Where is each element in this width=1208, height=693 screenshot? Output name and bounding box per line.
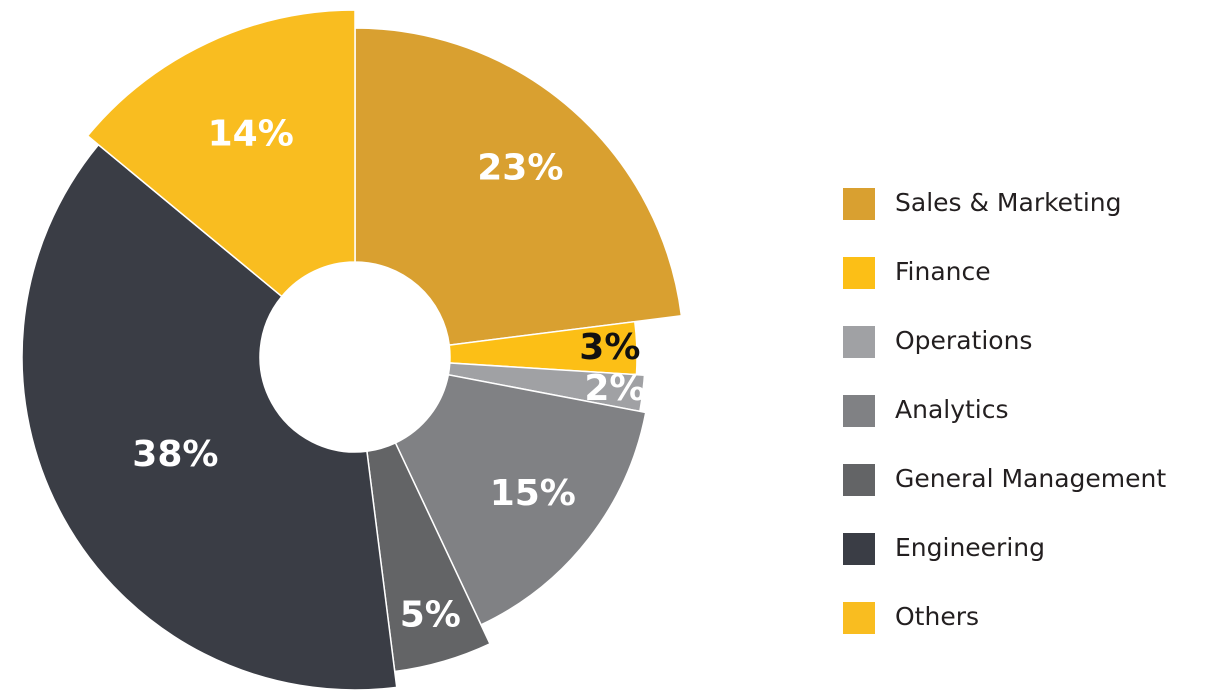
value-label: 23% [477,147,563,188]
legend-label: Engineering [895,533,1045,562]
legend-swatch [843,395,875,427]
slice [86,9,356,298]
slice [354,27,683,346]
value-label: 3% [579,327,640,368]
legend-swatch [843,188,875,220]
legend-label: Others [895,602,979,631]
value-label: 5% [400,594,461,635]
value-label: 15% [490,473,576,514]
slice [21,143,398,691]
legend-swatch [843,326,875,358]
legend-label: Sales & Marketing [895,188,1122,217]
legend-swatch [843,602,875,634]
value-label: 14% [208,113,294,154]
legend-label: General Management [895,464,1166,493]
value-label: 38% [132,434,218,475]
legend-label: Operations [895,326,1032,355]
legend-label: Analytics [895,395,1009,424]
legend-swatch [843,533,875,565]
legend-label: Finance [895,257,991,286]
slice [394,373,647,626]
legend-swatch [843,464,875,496]
legend-swatch [843,257,875,289]
